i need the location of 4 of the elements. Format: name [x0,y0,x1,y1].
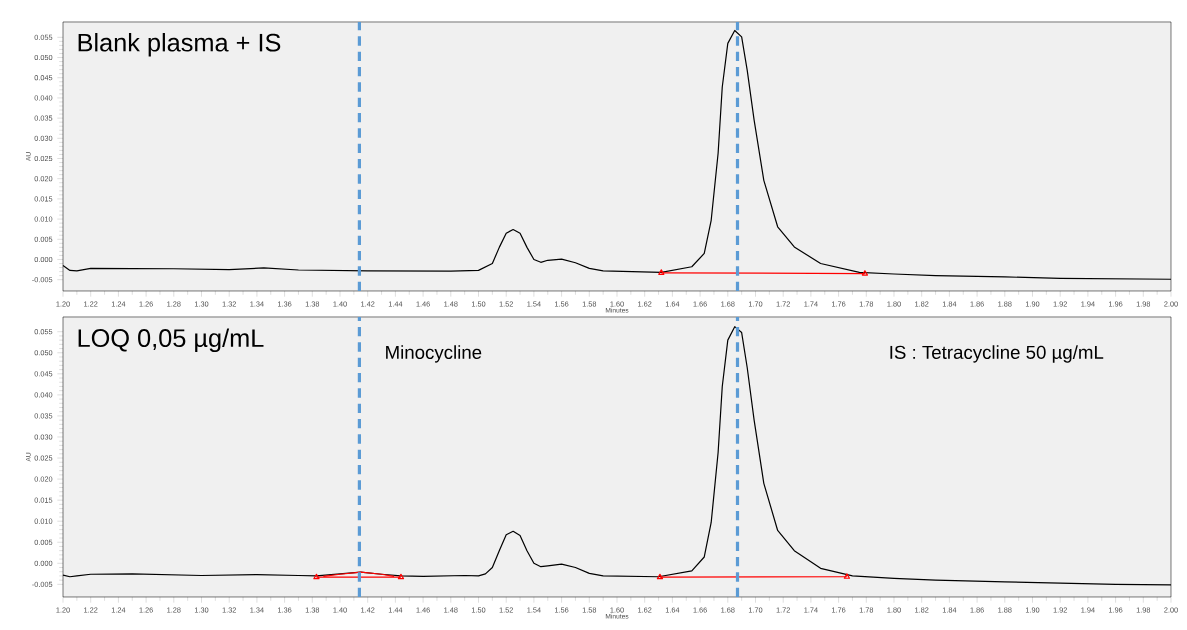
chart-title: LOQ 0,05 µg/mL [78,328,264,353]
annotation: IS : Tetracycline 50 µg/mL [890,345,1104,363]
chart-title: Blank plasma + IS [78,33,281,57]
annotation: Minocycline [386,345,482,363]
